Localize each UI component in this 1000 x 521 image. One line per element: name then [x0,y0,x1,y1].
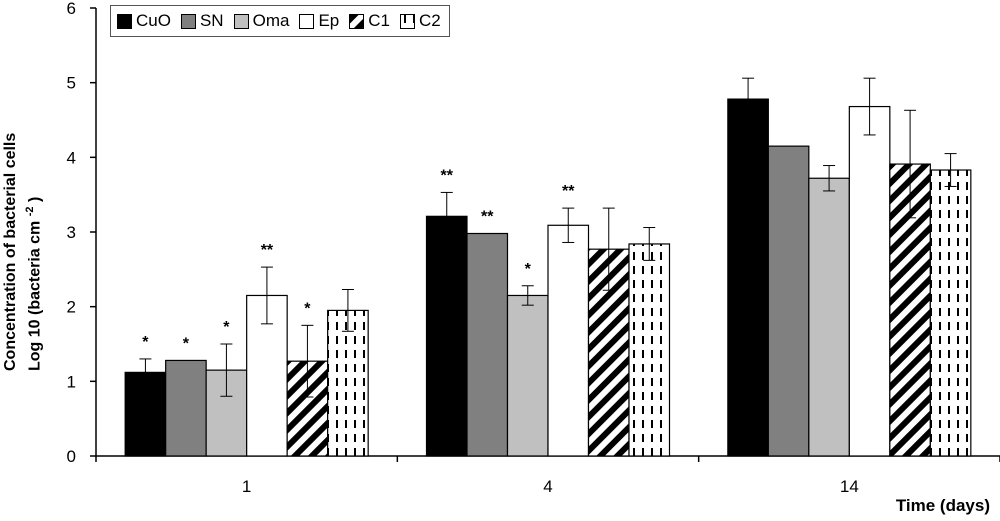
bar-SN-1 [165,359,207,457]
y-tick-label: 3 [67,223,76,242]
significance-marker: * [223,319,230,336]
legend-swatch [299,13,315,29]
bar-C2-4 [628,243,671,457]
bar-Oma-4 [506,294,549,457]
legend-label: SN [199,11,224,30]
bar-Ep-4 [547,224,590,457]
bar-CuO-14 [727,98,769,457]
y-tick-label: 4 [67,148,76,167]
y-tick-label: 0 [67,447,76,466]
bar-Ep-14 [848,105,891,457]
legend-item-Ep: Ep [299,11,339,31]
significance-marker: * [525,261,532,278]
y-axis-title-exponent: -2 [24,206,36,217]
y-axis-title: Concentration of bacterial cells Log 10 … [2,133,44,371]
legend-item-CuO: CuO [117,11,171,31]
x-tick-label: 1 [242,477,251,496]
bar-SN-14 [767,145,810,457]
legend-label: C1 [368,11,390,30]
legend-label: C2 [418,11,441,30]
y-axis-title-line1: Concentration of bacterial cells [2,132,19,371]
legend-label: CuO [136,11,171,30]
legend-item-Oma: Oma [233,11,290,31]
y-tick-label: 2 [67,298,76,317]
y-axis-title-main: Log 10 (bacteria cm [26,220,44,371]
significance-marker: * [183,335,190,352]
significance-marker: ** [441,167,454,184]
y-axis-title-close: ) [26,196,44,203]
x-axis-title: Time (days) [895,496,990,515]
bar-C2-14 [929,169,972,457]
legend-label: Oma [252,11,290,30]
legend-swatch [349,13,365,29]
significance-marker: ** [261,242,274,259]
bar-CuO-4 [425,215,468,457]
legend-swatch [233,13,249,29]
bars: * ************ [124,77,972,457]
significance-marker: ** [562,183,575,200]
legend-item-SN: SN [180,11,224,31]
y-tick-label: 5 [67,74,76,93]
legend-label: Ep [318,11,340,30]
y-tick-label: 1 [67,372,76,391]
significance-marker: * [142,334,149,351]
legend-swatch [180,13,196,29]
significance-marker: * [304,300,311,317]
legend-item-C1: C1 [349,11,390,31]
y-axis-title-line2: Log 10 (bacteria cm -2 ) [24,133,44,371]
legend-item-C2: C2 [399,11,441,31]
significance-marker: ** [481,208,494,225]
legend-swatch [117,13,132,29]
bar-Oma-14 [808,177,850,457]
x-tick-label: 4 [543,477,552,496]
legend: CuO SN Oma Ep C1 C2 [110,5,450,37]
y-tick-label: 6 [67,0,76,18]
bar-SN-4 [466,232,509,457]
bar-C2-1 [327,309,369,457]
x-tick-label: 14 [840,477,859,496]
legend-swatch [399,13,415,29]
